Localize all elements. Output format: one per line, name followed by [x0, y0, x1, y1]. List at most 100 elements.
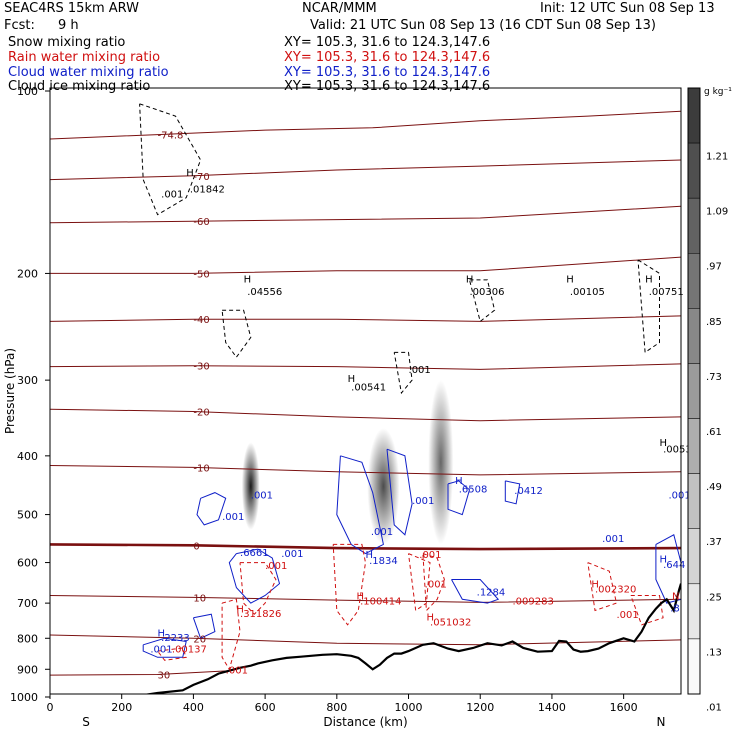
contour-label-10: .00751	[649, 287, 684, 298]
contour-label-37: .001	[265, 561, 287, 572]
x-tick-label-5: 1000	[395, 701, 423, 714]
temp-contour-11	[50, 670, 230, 676]
contour-label-43: .009283	[512, 596, 553, 607]
snow-shading-layer	[241, 380, 454, 545]
x-tick-label-2: 400	[183, 701, 204, 714]
contour-label-41: H	[357, 591, 365, 602]
contour-label-7: H	[566, 274, 574, 285]
colorbar-swatch-2	[687, 197, 701, 254]
contour-label-25: .6661	[240, 548, 269, 559]
temp-label-0: -74.8	[158, 131, 184, 142]
org-label: NCAR/MMM	[302, 1, 377, 16]
annotation-layer: .001H.01842H.04556H.00306H.00105H.00751H…	[150, 131, 691, 682]
ice-contour-4	[637, 259, 660, 354]
contour-label-11: H	[348, 374, 356, 385]
contour-label-38: .001	[425, 580, 447, 591]
cloud-contour-6	[655, 534, 681, 604]
fcst-value: 9 h	[58, 18, 79, 33]
contour-label-24: .001	[602, 534, 624, 545]
colorbar-tick-0: 1.21	[706, 152, 728, 163]
x-tick-label-7: 1400	[538, 701, 566, 714]
plot-frame	[49, 87, 682, 695]
colorbar-tick-6: .49	[706, 482, 722, 493]
y-tick-label-2: 300	[17, 374, 38, 387]
endpoint-right-label: N	[657, 715, 666, 729]
field-label-cloud-ice: Cloud ice mixing ratio	[8, 79, 151, 94]
colorbar-unit: g kg⁻¹	[704, 87, 732, 97]
ice-contour-1	[221, 309, 252, 359]
contour-label-18: .001	[412, 496, 434, 507]
contour-label-5: H	[466, 274, 474, 285]
cloud-contour-0	[196, 492, 227, 526]
y-tick-label-4: 500	[17, 509, 38, 522]
temp-contour-2	[50, 205, 681, 224]
field-xy-snow: XY= 105.3, 31.6 to 124.3,147.6	[284, 35, 491, 50]
contour-label-23: .001	[371, 527, 393, 538]
y-tick-label-7: 800	[17, 632, 38, 645]
colorbar-tick-4: .73	[706, 372, 722, 383]
valid-time: Valid: 21 UTC Sun 08 Sep 13 (16 CDT Sun …	[310, 18, 656, 33]
field-xy-rain: XY= 105.3, 31.6 to 124.3,147.6	[284, 50, 491, 65]
snow-shade-0	[241, 442, 260, 530]
snow-shade-2	[428, 380, 454, 545]
colorbar-tick-8: .25	[706, 592, 722, 603]
ice-contour-0	[139, 103, 202, 216]
colorbar-frame	[687, 87, 701, 695]
contour-label-27: H	[366, 550, 374, 561]
temperature-contours	[50, 110, 681, 676]
colorbar-swatch-8	[687, 528, 701, 585]
x-tick-label-4: 800	[326, 701, 347, 714]
contour-label-3: H	[244, 274, 252, 285]
contour-label-13: .001	[409, 365, 431, 376]
contour-label-15: .0053	[663, 445, 692, 456]
field-xy-cloud-water: XY= 105.3, 31.6 to 124.3,147.6	[284, 65, 491, 80]
colorbar-swatch-5	[687, 363, 701, 419]
rain-contour-3	[587, 562, 618, 612]
contour-label-42: .100414	[360, 596, 401, 607]
contour-label-6: .00306	[469, 287, 504, 298]
temp-label-10: 20	[193, 634, 206, 645]
rain-water-contours	[157, 543, 664, 671]
temp-contour-1	[50, 159, 681, 181]
cloud-contour-8	[192, 613, 216, 639]
temp-label-8: 0	[193, 541, 199, 552]
colorbar-swatch-6	[687, 418, 701, 474]
rain-contour-5	[157, 647, 187, 661]
temp-contour-8	[50, 543, 681, 551]
field-label-rain: Rain water mixing ratio	[8, 50, 161, 65]
field-label-cloud-water: Cloud water mixing ratio	[8, 65, 169, 80]
field-xy-cloud-ice: XY= 105.3, 31.6 to 124.3,147.6	[284, 79, 491, 94]
contour-label-14: H	[659, 438, 667, 449]
contour-label-46: .001	[616, 610, 638, 621]
x-tick-label-0: 0	[47, 701, 54, 714]
contour-label-12: .00541	[351, 382, 386, 393]
contour-label-45: .311826	[240, 609, 281, 620]
contour-label-31: .1284	[477, 588, 506, 599]
contour-label-34: .2233	[161, 633, 190, 644]
temp-label-4: -40	[193, 315, 209, 326]
temp-contour-4	[50, 315, 681, 322]
contour-label-16: .001	[251, 490, 273, 501]
y-tick-label-8: 900	[17, 663, 38, 676]
contour-label-44: H	[236, 604, 244, 615]
colorbar-tick-9: .13	[706, 647, 722, 658]
cloud-contour-4	[451, 579, 500, 604]
temp-contour-5	[50, 363, 681, 370]
temp-contour-3	[50, 256, 681, 274]
y-tick-label-6: 700	[17, 597, 38, 610]
cloud-contour-1	[447, 480, 471, 516]
colorbar-swatch-0	[687, 87, 701, 144]
ice-contour-2	[393, 351, 413, 395]
y-tick-label-0: 100	[17, 85, 38, 98]
contour-label-49: .00137	[172, 645, 207, 656]
temp-label-5: -30	[193, 362, 209, 373]
rain-contour-1	[332, 543, 367, 626]
colorbar-swatch-4	[687, 308, 701, 364]
rain-contour-2	[408, 553, 431, 612]
temp-label-2: -60	[193, 217, 209, 228]
contour-label-33: H	[158, 629, 166, 640]
contour-label-17: .001	[222, 512, 244, 523]
contour-label-21: .0412	[514, 486, 543, 497]
contour-label-50: .001	[226, 666, 248, 677]
